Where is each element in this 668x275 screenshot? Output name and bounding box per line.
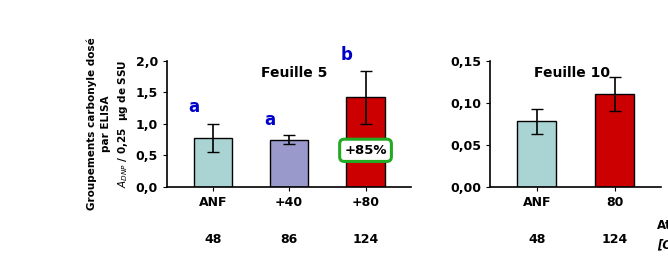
Bar (270, 140, 308, 187)
Text: a: a (188, 98, 199, 116)
Text: b: b (341, 46, 353, 64)
Text: 86: 86 (281, 233, 298, 246)
Bar (194, 138, 232, 187)
Text: Feuille 10: Feuille 10 (534, 65, 611, 79)
Bar (347, 97, 385, 187)
Text: [O3]: [O3] (657, 239, 668, 252)
Text: 48: 48 (528, 233, 546, 246)
Text: +85%: +85% (344, 144, 387, 157)
Text: Atmosphères: Atmosphères (657, 219, 668, 232)
Bar (595, 94, 634, 187)
Text: 48: 48 (204, 233, 222, 246)
Text: Feuille 5: Feuille 5 (261, 65, 327, 79)
Bar (518, 121, 556, 187)
Y-axis label: Groupements carbonyle dosé
par ELISA
$A_{DNP}$ / 0,25  µg de SSU: Groupements carbonyle dosé par ELISA $A_… (87, 37, 130, 210)
Text: 124: 124 (353, 233, 379, 246)
Text: a: a (265, 111, 276, 129)
Text: 124: 124 (602, 233, 628, 246)
